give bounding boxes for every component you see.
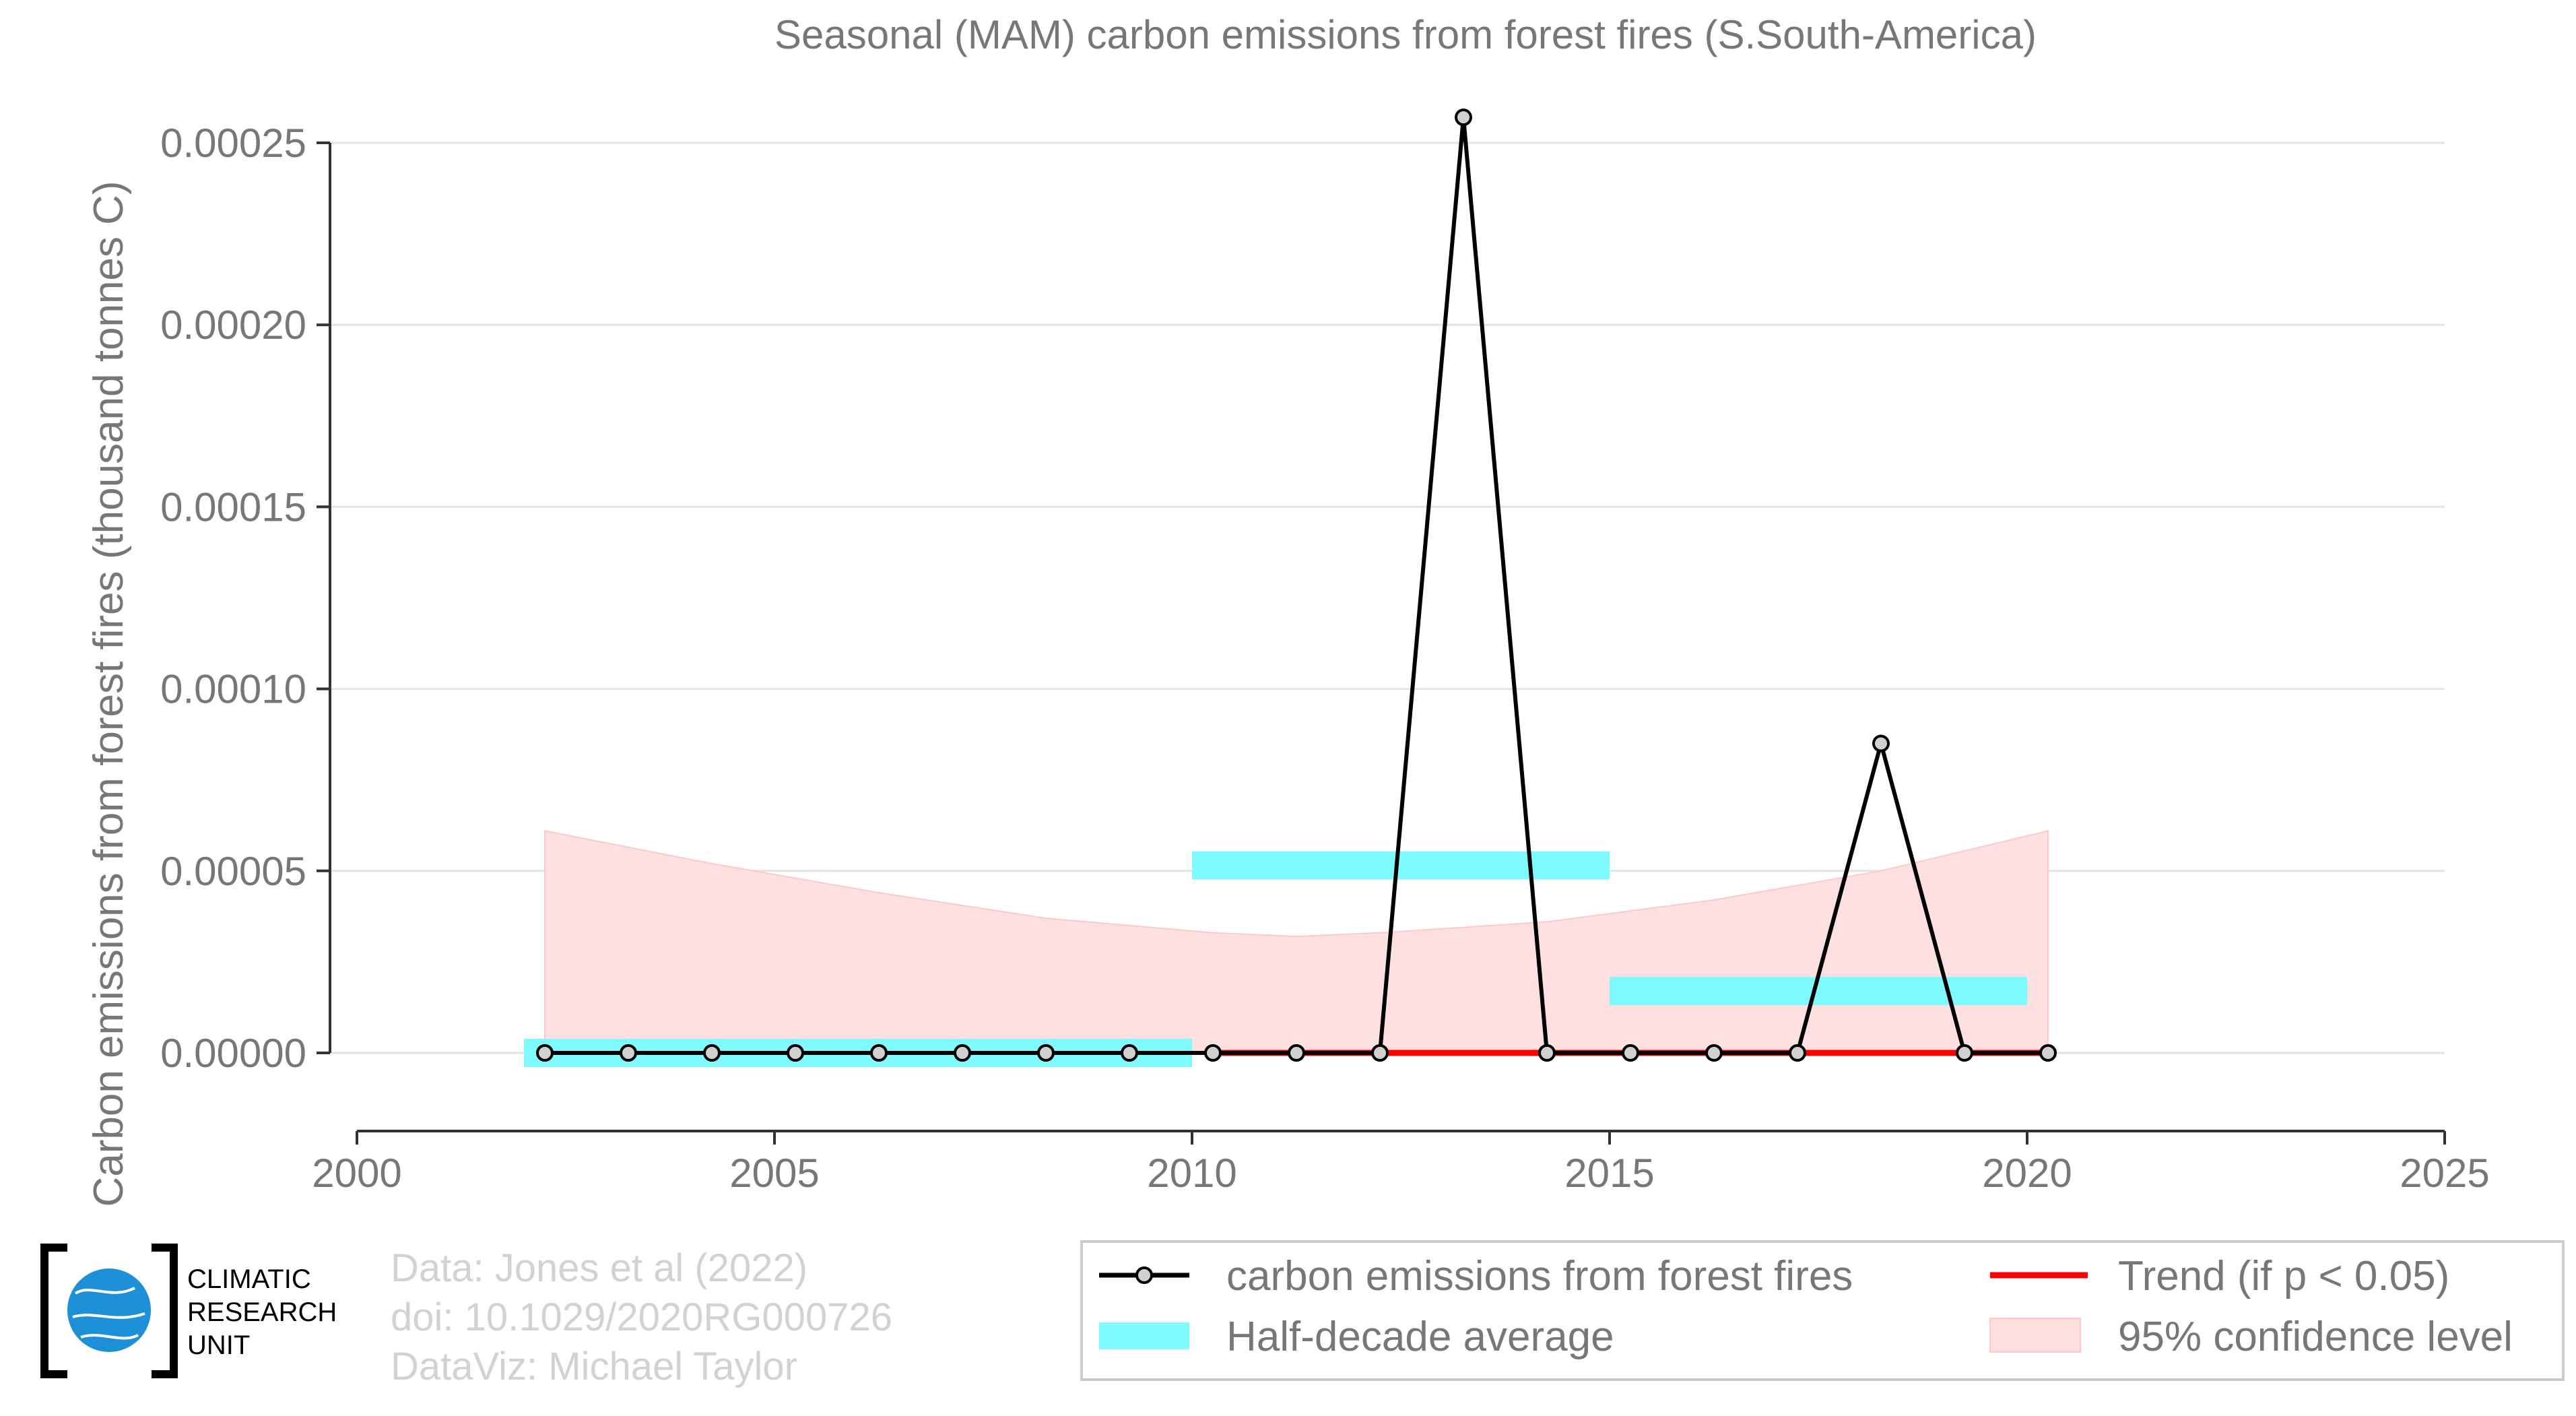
logo-bracket-right bbox=[152, 1244, 178, 1378]
emissions-point bbox=[1622, 1044, 1639, 1062]
credit-data: Data: Jones et al (2022) bbox=[391, 1246, 807, 1290]
emissions-point bbox=[2039, 1044, 2057, 1062]
emissions-point bbox=[1288, 1044, 1305, 1062]
y-tick-label: 0.00010 bbox=[160, 667, 306, 712]
emissions-point bbox=[954, 1044, 971, 1062]
x-tick-label: 2010 bbox=[1147, 1151, 1236, 1196]
legend-emissions-label: carbon emissions from forest fires bbox=[1226, 1253, 1853, 1299]
y-tick-labels: 0.00000 0.00005 0.00010 0.00015 0.00020 0.000… bbox=[160, 121, 306, 1076]
y-tick-label: 0.00005 bbox=[160, 849, 306, 894]
x-tick-label: 2025 bbox=[2400, 1151, 2489, 1196]
emissions-point bbox=[870, 1044, 888, 1062]
emissions-point bbox=[1371, 1044, 1389, 1062]
globe-icon bbox=[67, 1268, 151, 1352]
emissions-point bbox=[536, 1044, 554, 1062]
emissions-point bbox=[1204, 1044, 1222, 1062]
logo-line-2: RESEARCH bbox=[187, 1297, 337, 1327]
emissions-point bbox=[1037, 1044, 1055, 1062]
cru-logo: CLIMATIC RESEARCH UNIT bbox=[40, 1244, 337, 1378]
legend-halfdecade-label: Half-decade average bbox=[1226, 1314, 1614, 1360]
credit-doi: doi: 10.1029/2020RG000726 bbox=[391, 1295, 892, 1339]
legend-trend-label: Trend (if p < 0.05) bbox=[2118, 1253, 2449, 1299]
legend-halfdecade-swatch bbox=[1099, 1322, 1189, 1349]
axes bbox=[317, 141, 2446, 1145]
chart-title: Seasonal (MAM) carbon emissions from for… bbox=[774, 12, 2037, 57]
x-tick-label: 2000 bbox=[312, 1151, 401, 1196]
y-tick-label: 0.00015 bbox=[160, 484, 306, 529]
credits: Data: Jones et al (2022) doi: 10.1029/20… bbox=[391, 1246, 892, 1388]
series-layer bbox=[536, 108, 2057, 1062]
emissions-point bbox=[1705, 1044, 1723, 1062]
y-tick-label: 0.00000 bbox=[160, 1031, 306, 1076]
emissions-point bbox=[703, 1044, 721, 1062]
emissions-point bbox=[1872, 734, 1890, 752]
logo-line-3: UNIT bbox=[187, 1330, 250, 1360]
logo-bracket-left bbox=[40, 1244, 67, 1378]
emissions-point bbox=[1956, 1044, 1973, 1062]
legend-confidence-swatch bbox=[1989, 1318, 2081, 1353]
y-axis-label: Carbon emissions from forest fires (thou… bbox=[86, 181, 132, 1206]
half-decade-bar bbox=[1192, 851, 1610, 880]
credit-dataviz: DataViz: Michael Taylor bbox=[391, 1345, 797, 1388]
legend-confidence-label: 95% confidence level bbox=[2118, 1314, 2513, 1360]
x-tick-label: 2005 bbox=[729, 1151, 819, 1196]
legend-frame bbox=[1080, 1240, 2565, 1381]
emissions-point bbox=[1538, 1044, 1556, 1062]
emissions-point bbox=[620, 1044, 637, 1062]
emissions-point bbox=[1789, 1044, 1806, 1062]
emissions-point bbox=[1455, 108, 1472, 127]
x-tick-label: 2020 bbox=[1982, 1151, 2072, 1196]
legend: carbon emissions from forest fires Trend… bbox=[1080, 1240, 2565, 1381]
globe-land-icon bbox=[72, 1287, 145, 1340]
legend-emissions-marker bbox=[1135, 1266, 1153, 1284]
x-tick-label: 2015 bbox=[1564, 1151, 1654, 1196]
x-tick-labels: 2000 2005 2010 2015 2020 2025 bbox=[312, 1151, 2489, 1196]
logo-line-1: CLIMATIC bbox=[187, 1264, 311, 1294]
y-tick-label: 0.00025 bbox=[160, 121, 306, 166]
emissions-point bbox=[787, 1044, 804, 1062]
emissions-point bbox=[1121, 1044, 1138, 1062]
y-tick-label: 0.00020 bbox=[160, 302, 306, 348]
